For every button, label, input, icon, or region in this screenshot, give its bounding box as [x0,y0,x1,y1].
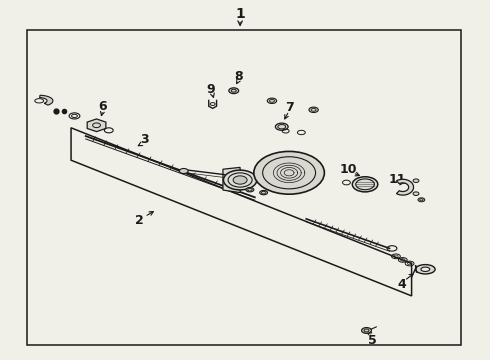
Text: 3: 3 [140,133,149,146]
Text: 6: 6 [98,100,107,113]
Text: 1: 1 [235,8,245,21]
Ellipse shape [309,107,318,112]
Ellipse shape [35,99,44,103]
Ellipse shape [421,267,430,271]
Ellipse shape [362,328,371,333]
Ellipse shape [275,123,288,130]
Text: 10: 10 [339,163,357,176]
Text: 11: 11 [388,173,406,186]
Ellipse shape [260,190,268,195]
Polygon shape [87,119,106,132]
Text: 9: 9 [206,83,215,96]
Ellipse shape [418,198,425,202]
Ellipse shape [223,170,257,190]
Ellipse shape [416,265,435,274]
Text: 7: 7 [285,101,294,114]
Ellipse shape [229,88,239,94]
Ellipse shape [254,152,324,194]
Ellipse shape [246,188,254,192]
Bar [27,30,461,345]
Text: 2: 2 [135,214,144,227]
Text: 8: 8 [234,70,243,83]
Ellipse shape [179,168,188,174]
Ellipse shape [413,179,419,183]
Ellipse shape [413,192,419,195]
Text: 4: 4 [397,278,406,291]
Ellipse shape [268,98,276,104]
Ellipse shape [352,177,378,192]
Polygon shape [223,167,240,193]
Polygon shape [396,179,414,195]
Polygon shape [40,95,53,105]
Ellipse shape [233,176,247,184]
Text: 5: 5 [368,334,377,347]
